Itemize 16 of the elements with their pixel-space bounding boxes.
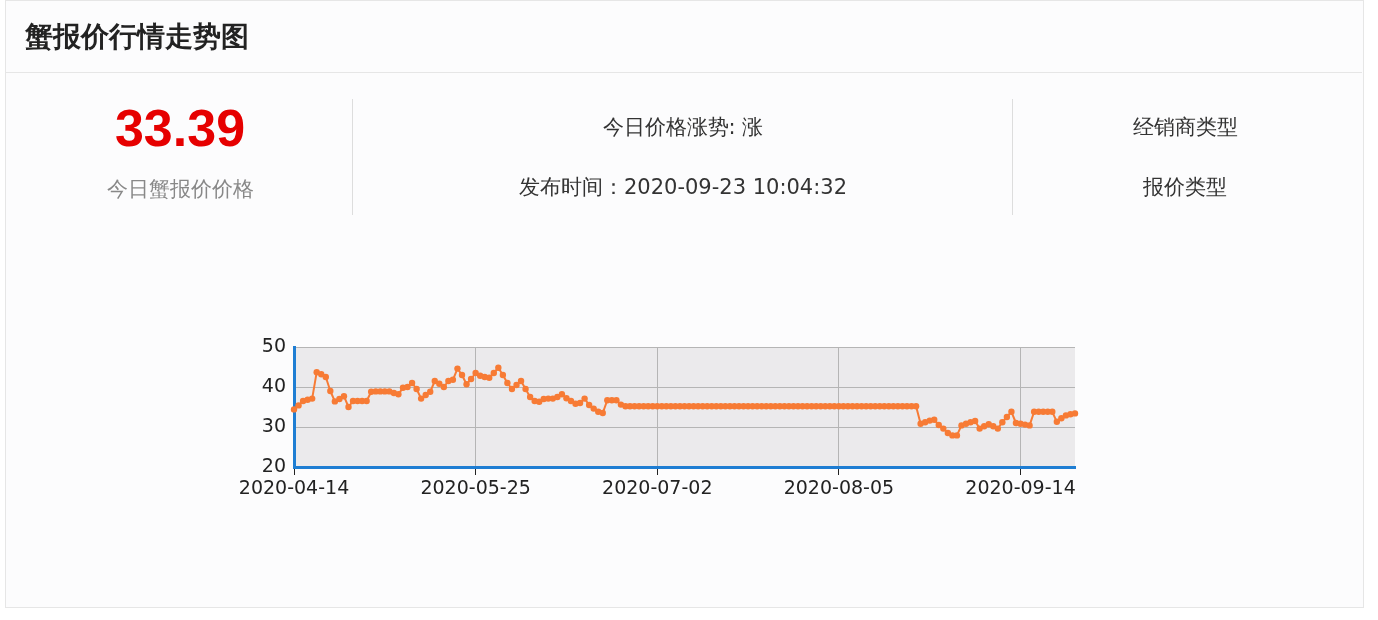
x-tick-label: 2020-05-25 [420, 476, 531, 499]
x-tick-label: 2020-07-02 [602, 476, 713, 499]
text: 33.39 [114, 98, 246, 158]
x-tick-label: 2020-09-14 [965, 476, 1076, 499]
y-tick-label: 30 [261, 413, 286, 436]
y-tick-label: 20 [261, 453, 286, 476]
text: 今日蟹报价价格 [106, 176, 254, 203]
x-tick-label: 2020-04-14 [238, 476, 350, 499]
y-tick-label: 40 [261, 373, 286, 396]
chart-title: 蟹报价行情走势图 [25, 19, 249, 55]
text: 发布时间：2020-09-23 10:04:32 [518, 174, 848, 201]
y-tick-label: 50 [261, 333, 286, 356]
text: 经销商类型 [1132, 114, 1238, 141]
x-tick-label: 2020-08-05 [783, 476, 895, 499]
text: 报价类型 [1143, 174, 1227, 201]
text: 今日价格涨势: 涨 [602, 114, 764, 141]
